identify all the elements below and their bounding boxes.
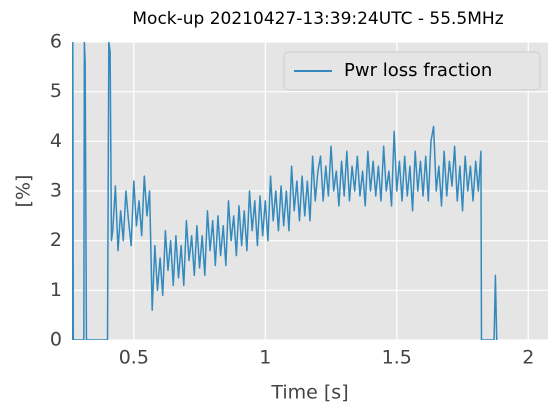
y-tick-label: 0 — [50, 329, 62, 351]
legend-label: Pwr loss fraction — [344, 60, 492, 81]
x-tick-label: 2 — [522, 347, 534, 369]
y-axis-label: [%] — [13, 175, 35, 208]
x-axis-label: Time [s] — [270, 382, 348, 404]
y-tick-label: 1 — [50, 279, 62, 301]
y-tick-label: 5 — [50, 80, 62, 102]
y-tick-label: 3 — [50, 180, 62, 202]
x-tick-label: 1 — [259, 347, 271, 369]
y-tick-label: 4 — [50, 130, 62, 152]
legend-box — [283, 51, 541, 91]
x-tick-label: 1.5 — [382, 347, 412, 369]
lines — [72, 42, 498, 340]
y-tick-label: 2 — [50, 229, 62, 251]
data-line — [72, 42, 498, 340]
chart-title: Mock-up 20210427-13:39:24UTC - 55.5MHz — [132, 9, 503, 29]
y-tick-label: 6 — [50, 31, 62, 53]
x-tick-label: 0.5 — [119, 347, 149, 369]
